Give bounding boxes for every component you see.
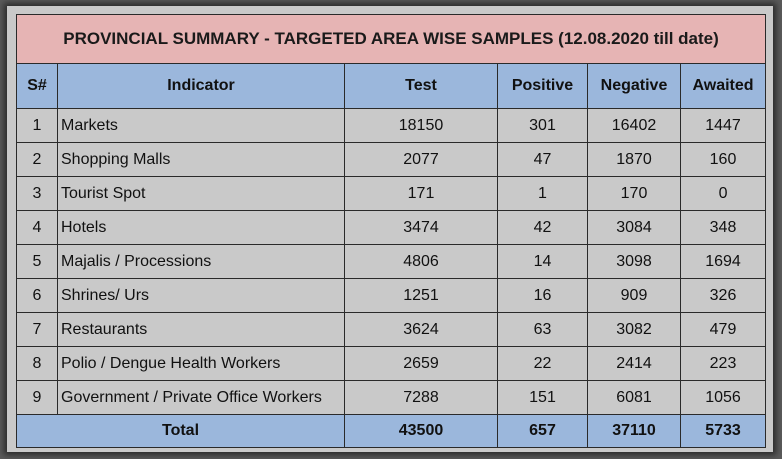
cell-sn: 4 — [16, 210, 58, 245]
cell-test: 171 — [344, 176, 498, 211]
cell-test: 18150 — [344, 108, 498, 143]
table-title: PROVINCIAL SUMMARY - TARGETED AREA WISE … — [15, 14, 767, 64]
cell-awaited: 1694 — [679, 244, 767, 279]
cell-negative: 3084 — [587, 210, 681, 245]
cell-negative: 3082 — [587, 312, 681, 347]
cell-test: 7288 — [344, 380, 498, 415]
cell-awaited: 348 — [679, 210, 767, 245]
cell-test: 2077 — [344, 142, 498, 177]
header-awaited: Awaited — [679, 63, 767, 109]
table-row: 5 Majalis / Processions 4806 14 3098 169… — [16, 244, 767, 279]
cell-negative: 909 — [587, 278, 681, 313]
cell-sn: 9 — [16, 380, 58, 415]
cell-indicator: Government / Private Office Workers — [57, 380, 345, 415]
cell-positive: 14 — [497, 244, 588, 279]
cell-negative: 170 — [587, 176, 681, 211]
cell-indicator: Hotels — [57, 210, 345, 245]
header-indicator: Indicator — [57, 63, 345, 109]
header-negative: Negative — [587, 63, 681, 109]
cell-positive: 151 — [497, 380, 588, 415]
cell-test: 3474 — [344, 210, 498, 245]
cell-indicator: Restaurants — [57, 312, 345, 347]
cell-indicator: Majalis / Processions — [57, 244, 345, 279]
cell-negative: 16402 — [587, 108, 681, 143]
cell-awaited: 1447 — [679, 108, 767, 143]
total-test: 43500 — [344, 414, 498, 448]
table-row: 8 Polio / Dengue Health Workers 2659 22 … — [16, 346, 767, 381]
cell-positive: 47 — [497, 142, 588, 177]
cell-awaited: 479 — [679, 312, 767, 347]
total-row: Total 43500 657 37110 5733 — [16, 414, 767, 448]
table-row: 1 Markets 18150 301 16402 1447 — [16, 108, 767, 143]
total-awaited: 5733 — [679, 414, 767, 448]
cell-sn: 1 — [16, 108, 58, 143]
cell-positive: 301 — [497, 108, 588, 143]
cell-positive: 42 — [497, 210, 588, 245]
cell-test: 1251 — [344, 278, 498, 313]
cell-negative: 1870 — [587, 142, 681, 177]
cell-awaited: 160 — [679, 142, 767, 177]
header-sn: S# — [16, 63, 58, 109]
cell-awaited: 0 — [679, 176, 767, 211]
header-row: S# Indicator Test Positive Negative Awai… — [16, 63, 767, 109]
cell-indicator: Tourist Spot — [57, 176, 345, 211]
cell-test: 4806 — [344, 244, 498, 279]
cell-indicator: Shopping Malls — [57, 142, 345, 177]
cell-awaited: 223 — [679, 346, 767, 381]
cell-positive: 1 — [497, 176, 588, 211]
cell-indicator: Markets — [57, 108, 345, 143]
cell-test: 3624 — [344, 312, 498, 347]
total-positive: 657 — [497, 414, 588, 448]
cell-sn: 8 — [16, 346, 58, 381]
summary-panel: PROVINCIAL SUMMARY - TARGETED AREA WISE … — [7, 6, 773, 452]
cell-sn: 3 — [16, 176, 58, 211]
cell-negative: 6081 — [587, 380, 681, 415]
total-negative: 37110 — [587, 414, 681, 448]
table-row: 4 Hotels 3474 42 3084 348 — [16, 210, 767, 245]
cell-sn: 7 — [16, 312, 58, 347]
cell-positive: 22 — [497, 346, 588, 381]
table-row: 2 Shopping Malls 2077 47 1870 160 — [16, 142, 767, 177]
table-row: 3 Tourist Spot 171 1 170 0 — [16, 176, 767, 211]
cell-positive: 63 — [497, 312, 588, 347]
cell-positive: 16 — [497, 278, 588, 313]
table-row: 7 Restaurants 3624 63 3082 479 — [16, 312, 767, 347]
cell-indicator: Shrines/ Urs — [57, 278, 345, 313]
cell-awaited: 1056 — [679, 380, 767, 415]
header-positive: Positive — [497, 63, 588, 109]
header-test: Test — [344, 63, 498, 109]
table-row: 6 Shrines/ Urs 1251 16 909 326 — [16, 278, 767, 313]
cell-negative: 3098 — [587, 244, 681, 279]
table-row: 9 Government / Private Office Workers 72… — [16, 380, 767, 415]
cell-sn: 6 — [16, 278, 58, 313]
cell-sn: 5 — [16, 244, 58, 279]
total-label: Total — [16, 414, 345, 448]
summary-table: PROVINCIAL SUMMARY - TARGETED AREA WISE … — [15, 14, 767, 448]
cell-indicator: Polio / Dengue Health Workers — [57, 346, 345, 381]
cell-test: 2659 — [344, 346, 498, 381]
cell-awaited: 326 — [679, 278, 767, 313]
cell-sn: 2 — [16, 142, 58, 177]
cell-negative: 2414 — [587, 346, 681, 381]
